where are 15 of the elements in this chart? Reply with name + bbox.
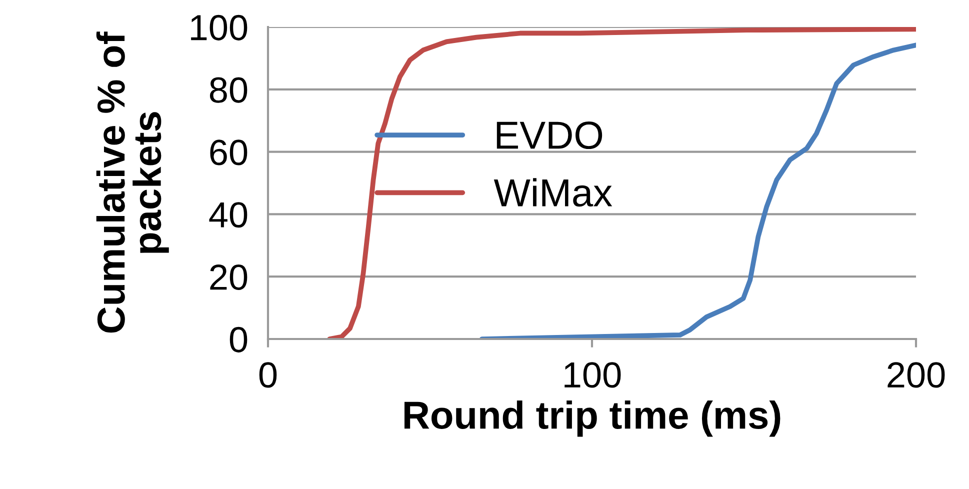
y-tick-label: 40	[209, 202, 248, 228]
x-axis-title: Round trip time (ms)	[404, 400, 780, 437]
line-series	[479, 42, 916, 339]
legend-label: EVDO	[496, 121, 602, 150]
y-tick-label: 100	[191, 14, 248, 40]
y-tick-label: 80	[210, 77, 248, 103]
line-series	[327, 27, 916, 339]
y-axis-title: Cumulative % of packets	[96, 32, 169, 333]
legend-label: WiMax	[494, 178, 612, 207]
x-tick-label: 100	[564, 362, 621, 388]
x-tick-label: 200	[888, 362, 945, 388]
x-tick-label: 0	[259, 362, 277, 388]
y-tick-label: 60	[210, 140, 248, 166]
y-tick-label: 20	[210, 264, 248, 290]
y-tick-label: 0	[230, 326, 248, 352]
